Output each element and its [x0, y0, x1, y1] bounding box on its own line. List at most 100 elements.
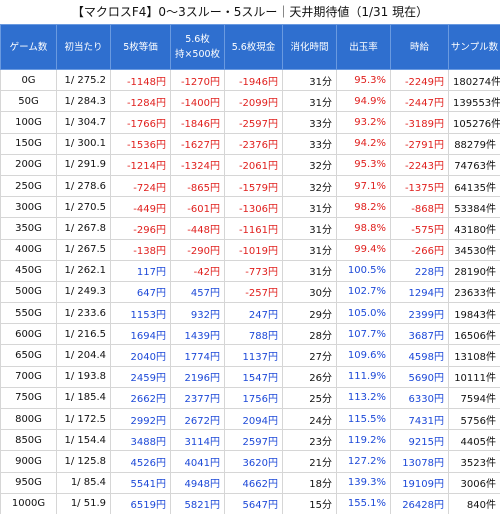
cell: 117円 — [110, 259, 171, 282]
cell: 2040円 — [110, 344, 171, 367]
cell: 250G — [0, 174, 57, 198]
cell: 2399円 — [390, 302, 449, 325]
cell: 94.9% — [336, 90, 391, 113]
cell: 64135件 — [448, 174, 500, 198]
cell: -2447円 — [390, 90, 449, 113]
cell: -266円 — [390, 238, 449, 261]
cell: 932円 — [170, 302, 225, 325]
cell: 3620円 — [224, 450, 283, 473]
cell: 788円 — [224, 323, 283, 346]
cell: 1/ 300.1 — [56, 132, 111, 155]
cell: 31分 — [282, 90, 337, 113]
cell: 1/ 270.5 — [56, 196, 111, 219]
cell: 29分 — [282, 302, 337, 325]
cell: 3523件 — [448, 450, 500, 473]
cell: 2662円 — [110, 386, 171, 410]
cell: -2061円 — [224, 153, 283, 176]
cell: -1536円 — [110, 132, 171, 155]
cell: 23分 — [282, 429, 337, 452]
cell: 800G — [0, 407, 57, 431]
cell: -724円 — [110, 174, 171, 198]
table-row: 950G 1/ 85.4 5541円 4948円 4662円 18分 139.3% 19109… — [0, 471, 500, 494]
cell: -773円 — [224, 259, 283, 282]
cell: 2992円 — [110, 407, 171, 431]
cell: 1/ 278.6 — [56, 174, 111, 198]
cell: 1000G — [0, 492, 57, 514]
table-row: 100G 1/ 304.7 -1766円 -1846円 -2597円 33分 93.2% -3… — [0, 111, 500, 134]
cell: 98.8% — [336, 217, 391, 240]
cell: 18分 — [282, 471, 337, 494]
cell: 5690円 — [390, 365, 449, 388]
cell: 107.7% — [336, 323, 391, 346]
cell: 450G — [0, 259, 57, 282]
cell: 1/ 304.7 — [56, 111, 111, 134]
cell: 127.2% — [336, 450, 391, 473]
cell: -601円 — [170, 196, 225, 219]
table-row: 800G 1/ 172.5 2992円 2672円 2094円 24分 115.5% 7431… — [0, 407, 500, 431]
cell: -865円 — [170, 174, 225, 198]
cell: 247円 — [224, 302, 283, 325]
cell: 3114円 — [170, 429, 225, 452]
cell: 13078円 — [390, 450, 449, 473]
cell: -1306円 — [224, 196, 283, 219]
cell: -1324円 — [170, 153, 225, 176]
cell: 33分 — [282, 111, 337, 134]
cell: 750G — [0, 386, 57, 410]
cell: -448円 — [170, 217, 225, 240]
cell: -296円 — [110, 217, 171, 240]
cell: -1375円 — [390, 174, 449, 198]
cell: -2243円 — [390, 153, 449, 176]
cell: 850G — [0, 429, 57, 452]
cell: 113.2% — [336, 386, 391, 410]
cell: -1284円 — [110, 90, 171, 113]
table-body: 0G 1/ 275.2 -1148円 -1270円 -1946円 31分 95.3% -224… — [0, 68, 500, 514]
cell: 31分 — [282, 196, 337, 219]
cell: 457円 — [170, 280, 225, 304]
cell: -2791円 — [390, 132, 449, 155]
cell: 6330円 — [390, 386, 449, 410]
cell: 6519円 — [110, 492, 171, 514]
cell: 43180件 — [448, 217, 500, 240]
cell: -868円 — [390, 196, 449, 219]
cell: -257円 — [224, 280, 283, 304]
cell: 50G — [0, 90, 57, 113]
cell: -1579円 — [224, 174, 283, 198]
header-cell: サンプル数 — [448, 24, 500, 70]
cell: 95.3% — [336, 68, 391, 92]
cell: 550G — [0, 302, 57, 325]
cell: -2597円 — [224, 111, 283, 134]
header-row: ゲーム数 初当たり 5枚等価 5.6枚 持×500枚 5.6枚現金 消化時間 出玉率 時給 サン… — [0, 24, 500, 70]
cell: 100G — [0, 111, 57, 134]
cell: 9215円 — [390, 429, 449, 452]
cell: 15分 — [282, 492, 337, 514]
header-cell: 5.6枚現金 — [224, 24, 283, 70]
cell: 25分 — [282, 386, 337, 410]
cell: 105276件 — [448, 111, 500, 134]
cell: 28分 — [282, 323, 337, 346]
cell: 27分 — [282, 344, 337, 367]
cell: 31分 — [282, 68, 337, 92]
cell: 111.9% — [336, 365, 391, 388]
cell: 4662円 — [224, 471, 283, 494]
cell: 26428円 — [390, 492, 449, 514]
cell: 228円 — [390, 259, 449, 282]
header-cell: 出玉率 — [336, 24, 391, 70]
cell: 180274件 — [448, 68, 500, 92]
cell: 119.2% — [336, 429, 391, 452]
table-row: 1000G 1/ 51.9 6519円 5821円 5647円 15分 155.1% 2642… — [0, 492, 500, 514]
table-row: 900G 1/ 125.8 4526円 4041円 3620円 21分 127.2% 1307… — [0, 450, 500, 473]
cell: 19843件 — [448, 302, 500, 325]
cell: 1153円 — [110, 302, 171, 325]
cell: 7431円 — [390, 407, 449, 431]
cell: -1214円 — [110, 153, 171, 176]
table-row: 650G 1/ 204.4 2040円 1774円 1137円 27分 109.6% 4598… — [0, 344, 500, 367]
cell: 88279件 — [448, 132, 500, 155]
table-row: 0G 1/ 275.2 -1148円 -1270円 -1946円 31分 95.3% -224… — [0, 68, 500, 92]
cell: 300G — [0, 196, 57, 219]
cell: 1/ 216.5 — [56, 323, 111, 346]
cell: 1/ 85.4 — [56, 471, 111, 494]
cell: 350G — [0, 217, 57, 240]
cell: 900G — [0, 450, 57, 473]
cell: -2376円 — [224, 132, 283, 155]
cell: -2099円 — [224, 90, 283, 113]
